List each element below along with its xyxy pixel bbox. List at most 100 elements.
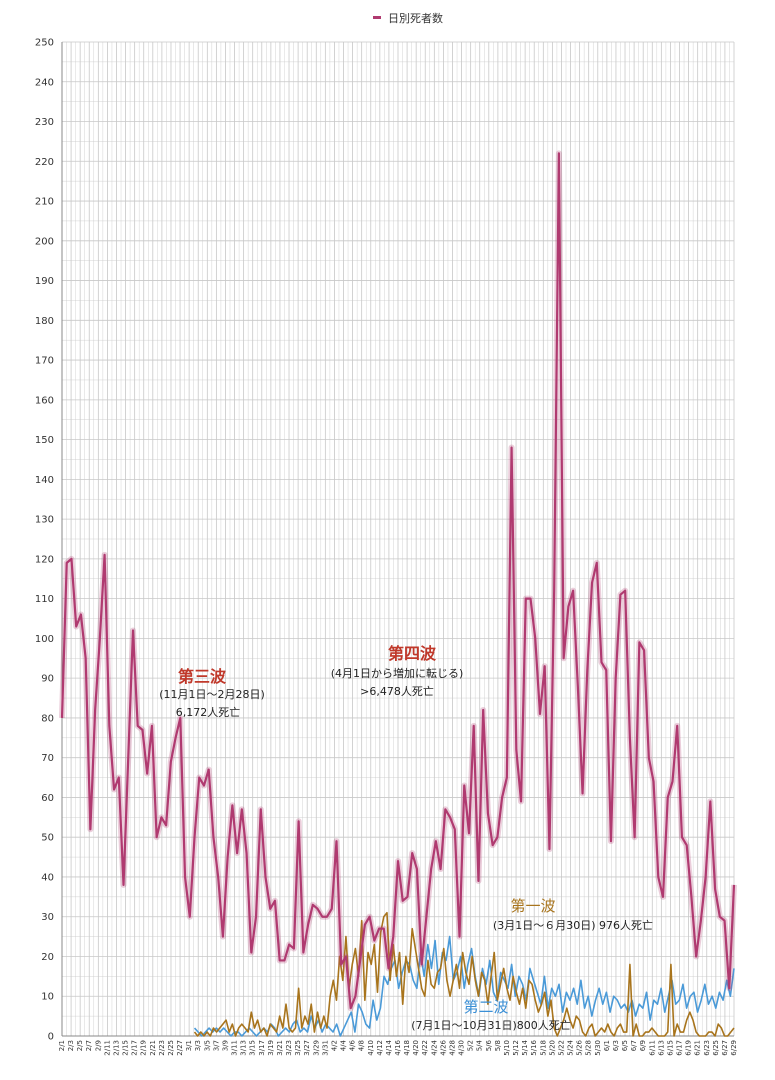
x-tick-label: 5/22 (557, 1040, 565, 1056)
y-tick-label: 0 (48, 1032, 54, 1043)
y-tick-label: 10 (41, 992, 54, 1003)
x-tick-label: 3/31 (321, 1040, 329, 1056)
wave4-title: 第四波 (388, 644, 437, 663)
x-tick-label: 6/7 (630, 1040, 638, 1051)
x-tick-label: 3/13 (240, 1040, 248, 1056)
x-tick-label: 3/5 (203, 1040, 211, 1051)
y-tick-label: 120 (35, 554, 54, 565)
wave1-title: 第一波 (510, 897, 555, 915)
annotation-wave4: 第四波 (4月1日から増加に転じる) >6,478人死亡 (331, 644, 464, 698)
annotation-wave3: 第三波 (11月1日～2月28日) 6,172人死亡 (159, 667, 265, 719)
x-tick-label: 6/29 (730, 1040, 738, 1056)
x-tick-label: 3/25 (294, 1040, 302, 1056)
x-tick-label: 4/22 (421, 1040, 429, 1056)
y-tick-label: 190 (35, 276, 54, 287)
x-tick-label: 2/1 (58, 1040, 66, 1051)
x-tick-label: 3/21 (276, 1040, 284, 1056)
x-tick-label: 4/2 (330, 1040, 338, 1051)
wave2-title: 第二波 (463, 998, 508, 1016)
x-tick-label: 3/3 (194, 1040, 202, 1051)
x-tick-label: 5/12 (512, 1040, 520, 1056)
x-tick-label: 4/26 (439, 1039, 447, 1055)
x-tick-label: 2/13 (112, 1040, 120, 1056)
y-tick-label: 210 (35, 197, 54, 208)
y-tick-label: 100 (35, 634, 54, 645)
wave3-deaths: 6,172人死亡 (176, 705, 241, 719)
x-tick-label: 6/11 (648, 1040, 656, 1056)
x-tick-label: 2/5 (76, 1040, 84, 1051)
x-tick-label: 5/16 (530, 1039, 538, 1055)
x-tick-label: 3/29 (312, 1040, 320, 1056)
x-tick-label: 2/7 (85, 1040, 93, 1051)
x-tick-label: 5/10 (503, 1040, 511, 1056)
y-tick-label: 70 (41, 753, 54, 764)
x-tick-label: 6/1 (603, 1040, 611, 1051)
y-tick-label: 20 (41, 952, 54, 963)
y-tick-label: 40 (41, 872, 54, 883)
x-tick-label: 6/5 (621, 1040, 629, 1051)
x-tick-label: 2/3 (67, 1040, 75, 1051)
x-tick-label: 4/4 (340, 1039, 348, 1051)
x-tick-label: 5/18 (539, 1040, 547, 1056)
x-tick-label: 2/21 (149, 1040, 157, 1056)
y-tick-label: 60 (41, 793, 54, 804)
wave4-period: (4月1日から増加に転じる) (331, 667, 464, 680)
x-tick-label: 2/27 (176, 1040, 184, 1056)
y-tick-label: 30 (41, 912, 54, 923)
x-tick-label: 2/19 (140, 1040, 148, 1056)
y-tick-label: 50 (41, 833, 54, 844)
x-tick-label: 5/20 (548, 1040, 556, 1056)
grid (61, 41, 735, 1037)
x-tick-label: 5/6 (485, 1039, 493, 1051)
y-tick-label: 140 (35, 475, 54, 486)
y-tick-label: 220 (35, 157, 54, 168)
x-tick-label: 4/20 (412, 1040, 420, 1056)
wave1-detail: (3月1日～６月30日) 976人死亡 (493, 918, 653, 932)
x-tick-label: 6/13 (657, 1040, 665, 1056)
x-tick-label: 6/3 (612, 1040, 620, 1051)
y-tick-label: 160 (35, 395, 54, 406)
x-tick-label: 6/9 (639, 1040, 647, 1051)
wave2-detail: (7月1日～10月31日)800人死亡 (411, 1018, 571, 1032)
annotation-wave2: 第二波 (7月1日～10月31日)800人死亡 (411, 998, 571, 1032)
x-tick-label: 4/8 (358, 1040, 366, 1051)
y-tick-label: 180 (35, 316, 54, 327)
x-tick-label: 6/25 (712, 1040, 720, 1056)
x-tick-label: 6/27 (721, 1040, 729, 1056)
x-tick-label: 2/25 (167, 1040, 175, 1056)
legend: 日別死者数 (373, 12, 443, 25)
x-tick-label: 3/15 (249, 1040, 257, 1056)
y-tick-label: 250 (35, 38, 54, 49)
x-tick-label: 6/19 (685, 1040, 693, 1056)
y-tick-label: 80 (41, 713, 54, 724)
x-tick-label: 5/28 (585, 1040, 593, 1056)
x-tick-label: 5/26 (576, 1039, 584, 1055)
x-axis: 2/1 2/3 2/5 2/7 2/9 2/11 2/13 2/15 2/17 2/19 2/21 2… (58, 1039, 738, 1055)
y-tick-label: 240 (35, 77, 54, 88)
y-tick-label: 150 (35, 435, 54, 446)
x-tick-label: 4/30 (458, 1040, 466, 1056)
annotation-wave1: 第一波 (3月1日～６月30日) 976人死亡 (493, 897, 653, 932)
y-tick-label: 230 (35, 117, 54, 128)
x-tick-label: 3/27 (303, 1040, 311, 1056)
x-tick-label: 6/15 (666, 1040, 674, 1056)
x-tick-label: 3/23 (285, 1040, 293, 1056)
legend-label: 日別死者数 (388, 12, 443, 25)
y-tick-label: 90 (41, 674, 54, 685)
x-tick-label: 3/17 (258, 1040, 266, 1056)
series-layer (59, 150, 737, 1037)
x-tick-label: 4/14 (385, 1039, 393, 1055)
x-tick-label: 2/9 (94, 1040, 102, 1051)
x-tick-label: 5/14 (521, 1039, 529, 1055)
x-tick-label: 5/2 (467, 1040, 475, 1051)
wave3-title: 第三波 (178, 667, 227, 686)
x-tick-label: 3/1 (185, 1040, 193, 1051)
x-tick-label: 4/12 (376, 1040, 384, 1056)
x-tick-label: 6/23 (703, 1040, 711, 1056)
wave3-period: (11月1日～2月28日) (159, 688, 265, 701)
x-tick-label: 4/16 (394, 1039, 402, 1055)
x-tick-label: 4/28 (448, 1040, 456, 1056)
x-tick-label: 2/23 (158, 1040, 166, 1056)
x-tick-label: 3/9 (221, 1040, 229, 1051)
